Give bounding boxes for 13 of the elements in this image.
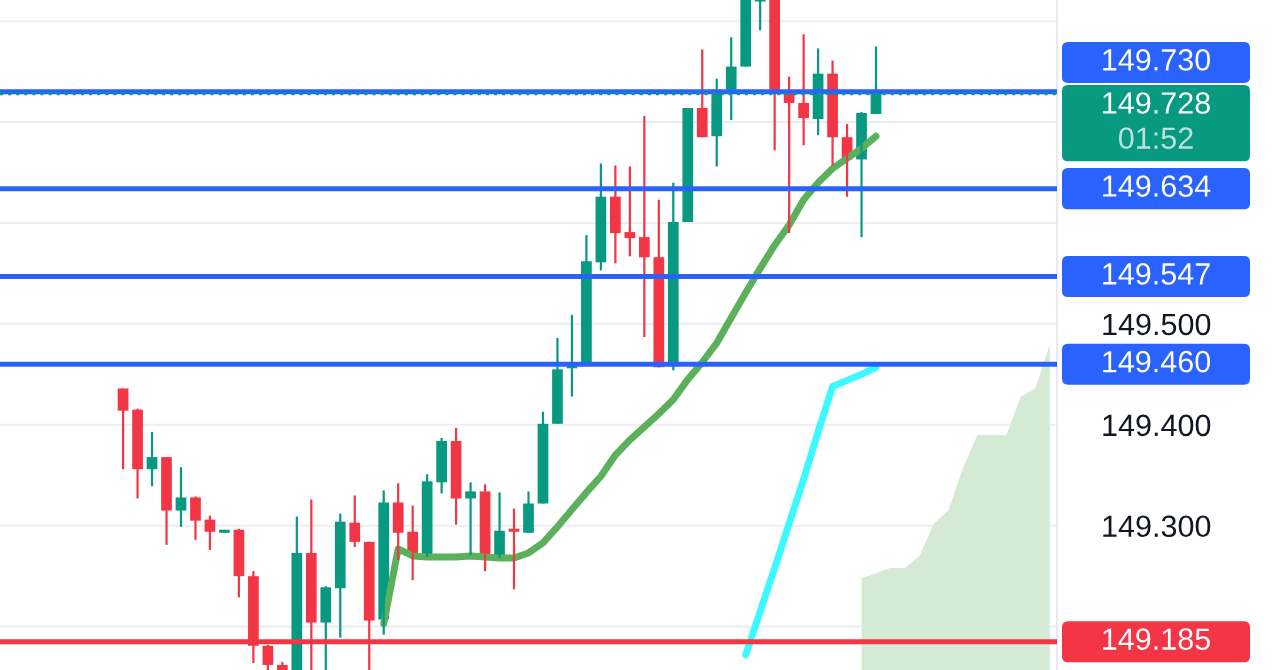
y-tick-label: 149.300 [1103, 515, 1211, 538]
candlestick [682, 106, 694, 224]
ref-line-label: 149.728 01:52 [1103, 92, 1210, 149]
ref-line-label: 149.634 [1103, 175, 1211, 197]
candlestick [754, 0, 766, 32]
candlestick [219, 528, 230, 534]
y-tick-label: 149.500 [1103, 313, 1211, 336]
y-tick-label: 149.400 [1103, 414, 1211, 437]
ref-line-label: 149.730 [1103, 49, 1211, 71]
ref-line-label: 149.547 [1103, 263, 1210, 285]
candlestick [740, 0, 752, 68]
ref-line-label: 149.460 [1103, 350, 1211, 373]
ref-line-label: 149.185 [1103, 628, 1210, 650]
